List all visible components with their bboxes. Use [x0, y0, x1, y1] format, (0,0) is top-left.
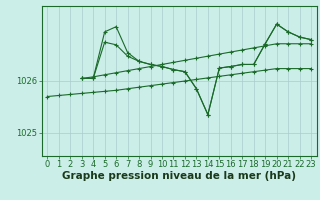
X-axis label: Graphe pression niveau de la mer (hPa): Graphe pression niveau de la mer (hPa): [62, 171, 296, 181]
